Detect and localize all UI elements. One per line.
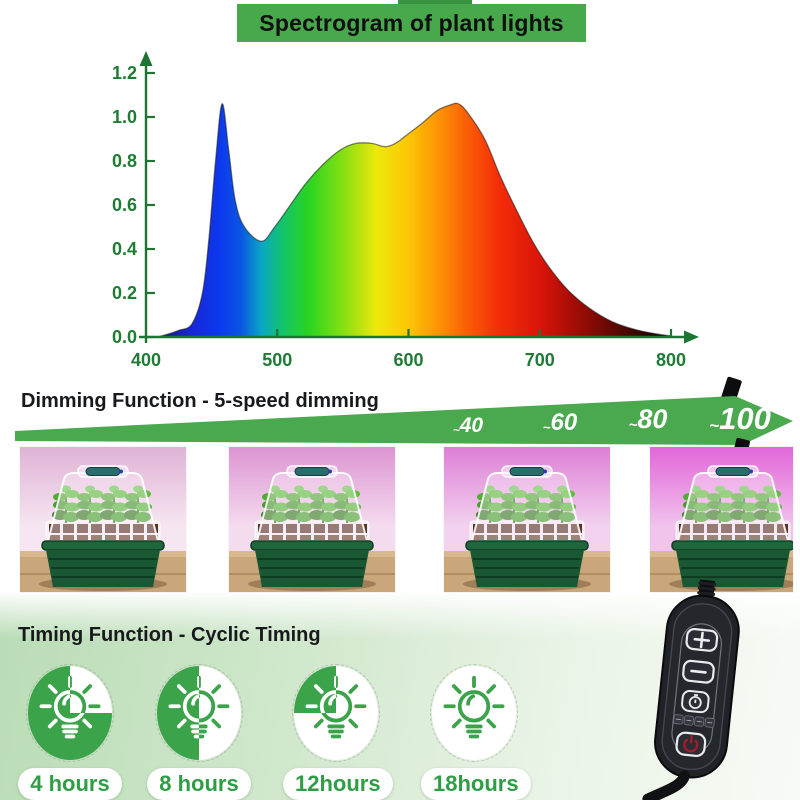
plus-icon xyxy=(693,631,711,649)
timer-clock-icon xyxy=(688,693,702,710)
grow-light-photo-level-100 xyxy=(650,447,793,592)
chart-axes xyxy=(139,51,699,344)
timer-button xyxy=(681,689,710,714)
grow-light-photo-level-40 xyxy=(20,447,186,592)
timer-duration-label: 12hours xyxy=(295,771,381,796)
timing-option-18hours: 18hours xyxy=(421,664,531,800)
svg-text:1.2: 1.2 xyxy=(112,63,137,83)
bulb-icon-overlay xyxy=(70,666,112,713)
timer-pie-bulb-icon xyxy=(26,664,114,762)
timing-heading: Timing Function - Cyclic Timing xyxy=(18,624,321,646)
bulb-icon-overlay xyxy=(199,666,241,760)
svg-text:0.0: 0.0 xyxy=(112,327,137,347)
svg-text:400: 400 xyxy=(131,350,161,370)
spectrum-area-curve xyxy=(156,102,672,338)
dimming-level-labels: ~40 ~60 ~80 ~100 xyxy=(453,401,771,437)
timer-duration-label: 18hours xyxy=(433,771,519,796)
timing-option-4hours: 4 hours xyxy=(17,664,123,800)
svg-text:800: 800 xyxy=(656,350,686,370)
remote-controller xyxy=(633,575,756,800)
bulb-icon xyxy=(432,666,516,760)
timer-duration-badge: 4 hours xyxy=(18,768,122,800)
y-axis-ticks: 0.0 0.2 0.4 0.6 0.8 1.0 1.2 xyxy=(112,63,155,347)
svg-text:0.8: 0.8 xyxy=(112,151,137,171)
grow-light-photo-level-80 xyxy=(444,447,610,592)
grow-light-photo-level-60 xyxy=(229,447,395,592)
spectrum-chart: 0.0 0.2 0.4 0.6 0.8 1.0 1.2 400 500 600 700 800 xyxy=(112,51,699,370)
svg-text:0.2: 0.2 xyxy=(112,283,137,303)
bulb-icon-overlay xyxy=(294,666,336,713)
timing-option-12hours: 12hours xyxy=(283,664,393,800)
power-icon xyxy=(683,735,699,753)
ramp-wedge xyxy=(15,396,793,445)
timer-duration-badge: 12hours xyxy=(283,768,393,800)
svg-text:0.4: 0.4 xyxy=(112,239,137,259)
svg-text:600: 600 xyxy=(393,350,423,370)
brightness-down-button xyxy=(682,659,715,684)
timer-duration-badge: 8 hours xyxy=(147,768,251,800)
dimming-level-label: ~80 xyxy=(629,404,668,434)
title-banner: Spectrogram of plant lights xyxy=(237,4,586,42)
dimming-level-label: ~60 xyxy=(543,409,578,436)
timer-pie-bulb-icon xyxy=(430,664,518,762)
svg-text:1.0: 1.0 xyxy=(112,107,137,127)
brightness-up-button xyxy=(685,627,719,652)
dimming-level-label: ~100 xyxy=(709,401,771,436)
cable-bottom xyxy=(642,770,691,800)
x-axis-ticks: 400 500 600 700 800 xyxy=(131,329,686,370)
page-title: Spectrogram of plant lights xyxy=(259,9,564,36)
dimming-level-label: ~40 xyxy=(453,414,483,437)
svg-text:0.6: 0.6 xyxy=(112,195,137,215)
timer-duration-label: 8 hours xyxy=(159,771,239,796)
timer-pie-bulb-icon xyxy=(292,664,380,762)
cable-connector xyxy=(697,579,717,599)
svg-text:500: 500 xyxy=(262,350,292,370)
svg-text:700: 700 xyxy=(525,350,555,370)
dimming-heading: Dimming Function - 5-speed dimming xyxy=(21,390,379,412)
power-button xyxy=(675,731,707,758)
timer-duration-label: 4 hours xyxy=(30,771,110,796)
timer-pie-bulb-icon xyxy=(155,664,243,762)
timing-option-8hours: 8 hours xyxy=(146,664,252,800)
timer-duration-badge: 18hours xyxy=(421,768,531,800)
minus-icon xyxy=(690,669,707,674)
dimming-level-ramp: ~40 ~60 ~80 ~100 xyxy=(15,396,793,445)
timer-indicator-lights xyxy=(673,714,715,728)
